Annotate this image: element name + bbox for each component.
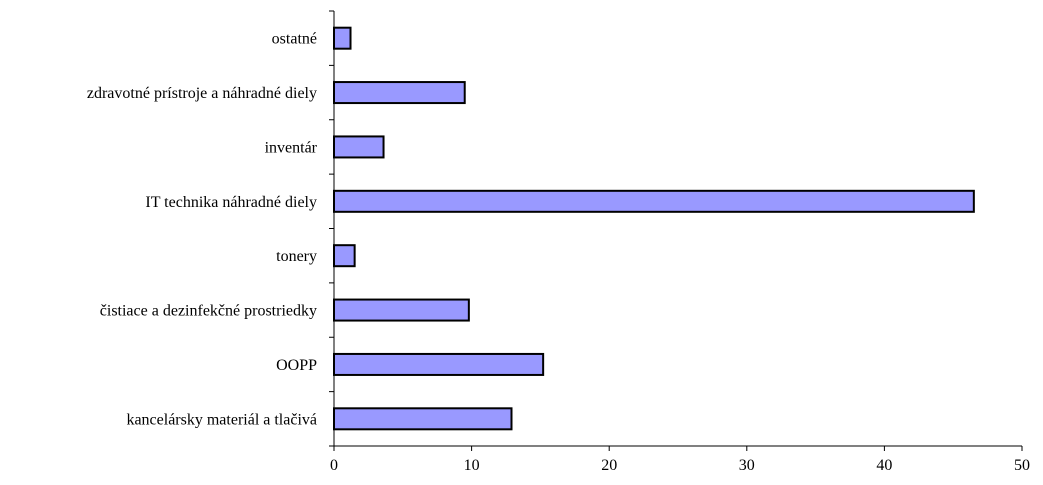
x-tick-labels: 0 10 20 30 40 50 xyxy=(330,457,1030,474)
category-labels: ostatné zdravotné prístroje a náhradné di… xyxy=(87,31,318,429)
category-label: čistiace a dezinfekčné prostriedky xyxy=(100,303,317,320)
bar xyxy=(333,407,513,431)
x-tick-label: 30 xyxy=(739,457,755,474)
x-tick-label: 20 xyxy=(601,457,617,474)
category-label: zdravotné prístroje a náhradné diely xyxy=(87,85,317,102)
bar xyxy=(333,81,466,105)
axes-group xyxy=(329,10,1023,451)
category-label: tonery xyxy=(276,248,317,265)
category-label: IT technika náhradné diely xyxy=(145,194,317,211)
category-label: kancelársky materiál a tlačivá xyxy=(126,411,317,428)
bar xyxy=(333,244,356,268)
bar xyxy=(333,298,470,322)
category-label: OOPP xyxy=(276,357,317,374)
x-tick-label: 10 xyxy=(464,457,480,474)
bar xyxy=(333,189,975,213)
bars-group xyxy=(333,26,975,431)
x-tick-label: 0 xyxy=(330,457,338,474)
x-tick-label: 40 xyxy=(876,457,892,474)
bar xyxy=(333,135,385,159)
bar xyxy=(333,352,545,376)
bar xyxy=(333,26,352,50)
category-label: ostatné xyxy=(272,31,317,48)
category-label: inventár xyxy=(265,139,318,156)
x-tick-label: 50 xyxy=(1014,457,1030,474)
